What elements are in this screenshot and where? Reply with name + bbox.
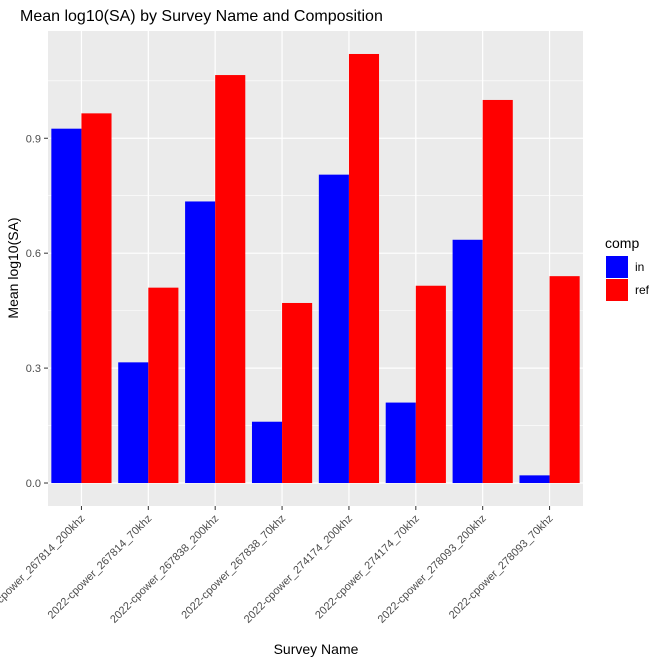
legend-label-ref: ref — [635, 283, 650, 297]
bar-in-8 — [519, 475, 550, 484]
bar-in-4 — [251, 421, 283, 484]
x-tick-label: 2022-cpower_267838_200khz — [108, 513, 221, 626]
bar-in-5 — [318, 174, 349, 484]
bar-ref-8 — [549, 276, 580, 484]
x-tick-label: 2022-cpower_267814_200khz — [0, 513, 88, 626]
legend-title: comp — [605, 235, 639, 251]
bar-ref-7 — [482, 99, 513, 484]
x-tick-label: 2022-cpower_274174_200khz — [242, 513, 355, 626]
bar-ref-4 — [282, 302, 313, 484]
y-tick-label: 0.0 — [26, 478, 41, 490]
bar-in-3 — [185, 201, 216, 484]
legend: comp in ref — [605, 235, 650, 301]
bar-ref-1 — [81, 113, 112, 484]
chart-title: Mean log10(SA) by Survey Name and Compos… — [20, 8, 383, 25]
legend-key-in — [606, 256, 628, 278]
bar-ref-6 — [415, 285, 446, 484]
legend-key-ref — [606, 279, 628, 301]
y-axis-title: Mean log10(SA) — [5, 217, 21, 318]
y-axis: 0.0 0.3 0.6 0.9 — [26, 133, 48, 490]
bar-in-2 — [118, 362, 149, 484]
bar-ref-3 — [215, 75, 246, 484]
bar-ref-2 — [148, 287, 179, 484]
bars — [51, 53, 580, 484]
legend-label-in: in — [635, 260, 644, 274]
x-axis: 2022-cpower_267814_200khz2022-cpower_267… — [0, 506, 556, 626]
bar-in-1 — [51, 128, 82, 484]
y-tick-label: 0.6 — [26, 248, 41, 260]
bar-in-7 — [452, 239, 483, 484]
bar-in-6 — [385, 402, 416, 484]
x-tick-label: 2022-cpower_278093_200khz — [376, 513, 489, 626]
y-tick-label: 0.9 — [26, 133, 41, 145]
y-tick-label: 0.3 — [26, 363, 41, 375]
bar-ref-5 — [348, 53, 380, 484]
x-axis-title: Survey Name — [274, 641, 359, 657]
